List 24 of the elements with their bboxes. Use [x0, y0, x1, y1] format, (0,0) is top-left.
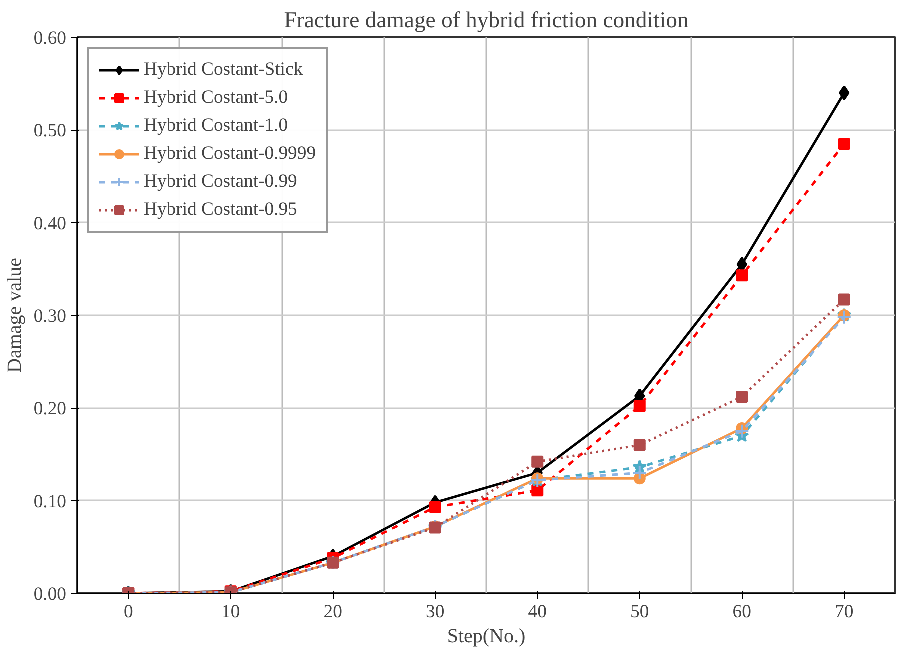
- chart-title: Fracture damage of hybrid friction condition: [284, 8, 689, 32]
- y-tick-label: 0.60: [34, 28, 67, 49]
- legend-label: Hybrid Costant-0.99: [144, 171, 298, 193]
- legend-label: Hybrid Costant-0.9999: [144, 143, 316, 165]
- legend-label: Hybrid Costant-5.0: [144, 87, 288, 109]
- y-tick-label: 0.20: [34, 398, 67, 420]
- x-tick-label: 10: [222, 602, 240, 622]
- legend-label: Hybrid Costant-0.95: [144, 199, 298, 221]
- y-tick-label: 0.10: [34, 491, 67, 512]
- x-tick-label: 20: [324, 602, 342, 622]
- x-tick-label: 40: [528, 602, 547, 622]
- x-tick-label: 30: [426, 602, 445, 622]
- y-tick-label: 0.00: [34, 584, 67, 605]
- x-axis-title: Step(No.): [447, 626, 526, 648]
- y-axis-title: Damage value: [4, 258, 26, 373]
- x-tick-label: 70: [835, 602, 854, 622]
- x-tick-label: 0: [124, 602, 134, 622]
- x-tick-label: 60: [732, 602, 752, 622]
- y-tick-label: 0.30: [34, 306, 67, 327]
- y-tick-label: 0.50: [34, 120, 67, 142]
- x-tick-label: 50: [630, 602, 650, 622]
- legend-label: Hybrid Costant-Stick: [144, 59, 304, 81]
- y-tick-label: 0.40: [34, 213, 67, 234]
- legend-label: Hybrid Costant-1.0: [144, 115, 288, 137]
